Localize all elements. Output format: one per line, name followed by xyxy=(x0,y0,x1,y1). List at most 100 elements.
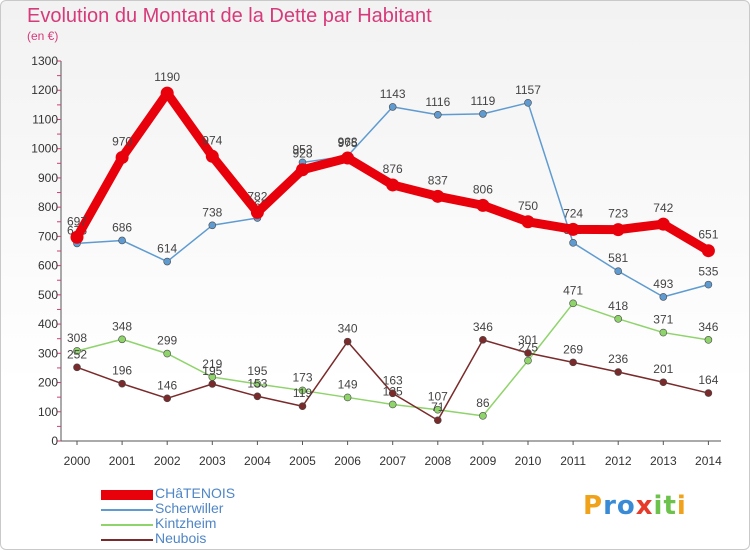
data-label: 164 xyxy=(698,373,718,387)
data-label: 968 xyxy=(338,135,358,149)
data-label: 201 xyxy=(653,362,673,376)
data-label: 346 xyxy=(473,320,493,334)
data-point xyxy=(656,217,670,231)
data-label: 299 xyxy=(157,334,177,348)
data-label: 163 xyxy=(383,373,403,387)
data-point xyxy=(296,163,309,177)
data-point xyxy=(343,337,352,346)
data-label: 153 xyxy=(247,376,267,390)
y-tick-label: 700 xyxy=(38,229,58,243)
data-point xyxy=(250,205,264,219)
data-point xyxy=(298,402,307,411)
data-label: 149 xyxy=(338,377,358,391)
y-tick-label: 800 xyxy=(38,200,58,214)
data-point xyxy=(521,215,535,229)
data-point xyxy=(701,244,715,258)
data-label: 1143 xyxy=(380,87,406,101)
data-point xyxy=(611,223,625,237)
y-tick-label: 1000 xyxy=(31,142,58,156)
data-point xyxy=(343,393,352,402)
data-point xyxy=(163,394,171,403)
legend-label: Kintzheim xyxy=(155,515,217,531)
data-point xyxy=(569,239,577,247)
data-label: 535 xyxy=(698,265,718,279)
y-tick-label: 600 xyxy=(38,259,58,273)
series-line-scherwiller xyxy=(76,102,710,298)
data-point xyxy=(433,110,442,119)
data-point xyxy=(73,363,81,372)
x-tick-label: 2011 xyxy=(560,454,586,468)
data-point xyxy=(524,99,532,107)
data-label: 236 xyxy=(608,352,628,366)
data-point xyxy=(479,336,487,344)
data-label: 724 xyxy=(563,206,583,220)
data-point xyxy=(163,349,171,358)
data-label: 651 xyxy=(698,228,718,242)
data-point xyxy=(70,230,84,244)
legend-label: Neubois xyxy=(155,530,207,546)
legend-label: Scherwiller xyxy=(155,500,224,516)
y-tick-label: 100 xyxy=(38,405,58,419)
data-label: 1190 xyxy=(154,70,180,84)
data-label: 723 xyxy=(608,207,628,221)
x-tick-label: 2014 xyxy=(695,454,722,468)
data-point xyxy=(431,189,445,203)
data-label: 876 xyxy=(383,162,403,176)
data-label: 837 xyxy=(428,173,448,187)
data-label: 975 xyxy=(338,136,358,150)
legend-swatch xyxy=(101,509,153,511)
data-label: 119 xyxy=(293,386,312,400)
data-label: 252 xyxy=(67,347,87,361)
data-label: 686 xyxy=(112,220,132,234)
data-point xyxy=(479,412,487,420)
data-point xyxy=(569,358,577,367)
data-point xyxy=(388,389,397,398)
x-tick-label: 2013 xyxy=(650,454,677,468)
data-point xyxy=(160,86,174,100)
data-label: 1119 xyxy=(470,94,495,108)
data-point xyxy=(659,378,668,387)
y-tick-label: 300 xyxy=(38,346,58,360)
x-tick-label: 2009 xyxy=(470,454,497,468)
data-point xyxy=(614,368,623,376)
y-tick-label: 0 xyxy=(51,434,58,448)
data-label: 806 xyxy=(473,182,493,196)
x-tick-label: 2007 xyxy=(379,454,406,468)
data-point xyxy=(388,103,397,111)
data-point xyxy=(253,380,262,388)
x-tick-label: 2001 xyxy=(109,454,136,468)
legend-swatch xyxy=(101,539,153,541)
x-tick-label: 2002 xyxy=(154,454,181,468)
data-point xyxy=(163,257,171,266)
data-point xyxy=(704,389,713,397)
data-point xyxy=(524,349,532,357)
data-point xyxy=(118,236,126,245)
x-tick-label: 2008 xyxy=(424,454,451,468)
data-point xyxy=(614,267,623,275)
data-label: 1157 xyxy=(515,83,541,97)
data-label: 953 xyxy=(292,142,312,156)
data-label: 928 xyxy=(292,147,312,161)
legend-swatch xyxy=(101,490,153,500)
data-point xyxy=(704,280,713,289)
data-label: 308 xyxy=(67,331,87,345)
data-label: 371 xyxy=(653,313,673,327)
data-point xyxy=(205,149,219,163)
data-point xyxy=(566,222,580,236)
x-tick-label: 2006 xyxy=(334,454,361,468)
data-label: 471 xyxy=(563,283,583,297)
data-point xyxy=(115,150,129,164)
x-tick-label: 2012 xyxy=(605,454,632,468)
x-tick-label: 2005 xyxy=(289,454,316,468)
data-label: 107 xyxy=(428,390,448,404)
y-tick-label: 400 xyxy=(38,317,58,331)
y-tick-label: 1200 xyxy=(31,83,58,97)
data-label: 269 xyxy=(563,342,583,356)
data-label: 782 xyxy=(247,189,267,203)
x-tick-label: 2000 xyxy=(64,454,91,468)
data-point xyxy=(341,151,355,165)
data-label: 86 xyxy=(476,396,490,410)
data-label: 340 xyxy=(338,322,358,336)
data-point xyxy=(388,400,397,409)
